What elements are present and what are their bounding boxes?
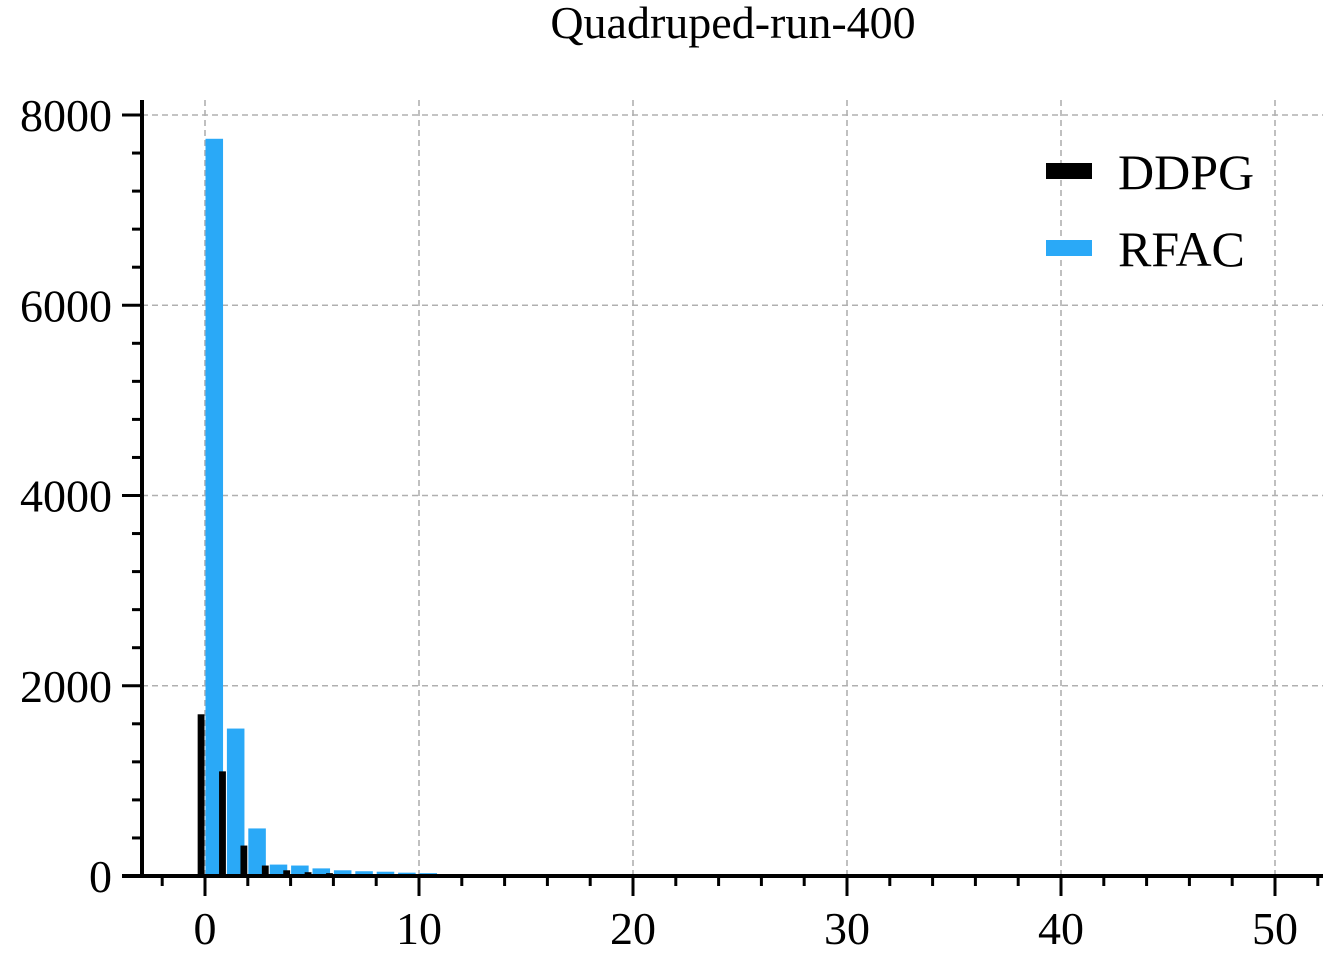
bar-rfac [291, 865, 309, 876]
y-tick-label: 0 [89, 851, 112, 902]
bar-rfac [312, 868, 331, 876]
bar-ddpg [240, 845, 248, 876]
legend-swatch-ddpg [1046, 163, 1092, 179]
x-tick-label: 30 [824, 903, 870, 954]
bar-ddpg [219, 771, 226, 876]
x-tick-label: 40 [1038, 903, 1084, 954]
x-tick-label: 20 [610, 903, 656, 954]
x-tick-label: 10 [396, 903, 442, 954]
bar-rfac [355, 871, 373, 876]
y-tick-label: 6000 [20, 280, 112, 331]
grid [142, 100, 1323, 876]
x-tick-label: 50 [1252, 903, 1298, 954]
bar-rfac [376, 871, 395, 876]
bar-rfac [248, 828, 266, 876]
chart-title: Quadruped-run-400 [550, 0, 915, 48]
axes: 0 2000 4000 6000 8000 0 10 20 30 40 50 [20, 90, 1323, 954]
legend: DDPG RFAC [1046, 144, 1254, 277]
y-tick-label: 8000 [20, 90, 112, 141]
bar-ddpg [261, 865, 269, 876]
bar-rfac [333, 870, 352, 876]
bars [197, 138, 480, 876]
legend-swatch-rfac [1046, 240, 1092, 256]
bar-rfac [205, 138, 224, 876]
bar-ddpg [197, 714, 205, 876]
bar-rfac [269, 864, 288, 876]
x-tick-label: 0 [194, 903, 217, 954]
bar-ddpg [283, 870, 291, 876]
legend-label-ddpg: DDPG [1118, 144, 1254, 200]
legend-label-rfac: RFAC [1118, 221, 1245, 277]
bar-rfac [226, 728, 245, 876]
y-tick-label: 4000 [20, 471, 112, 522]
y-tick-label: 2000 [20, 661, 112, 712]
